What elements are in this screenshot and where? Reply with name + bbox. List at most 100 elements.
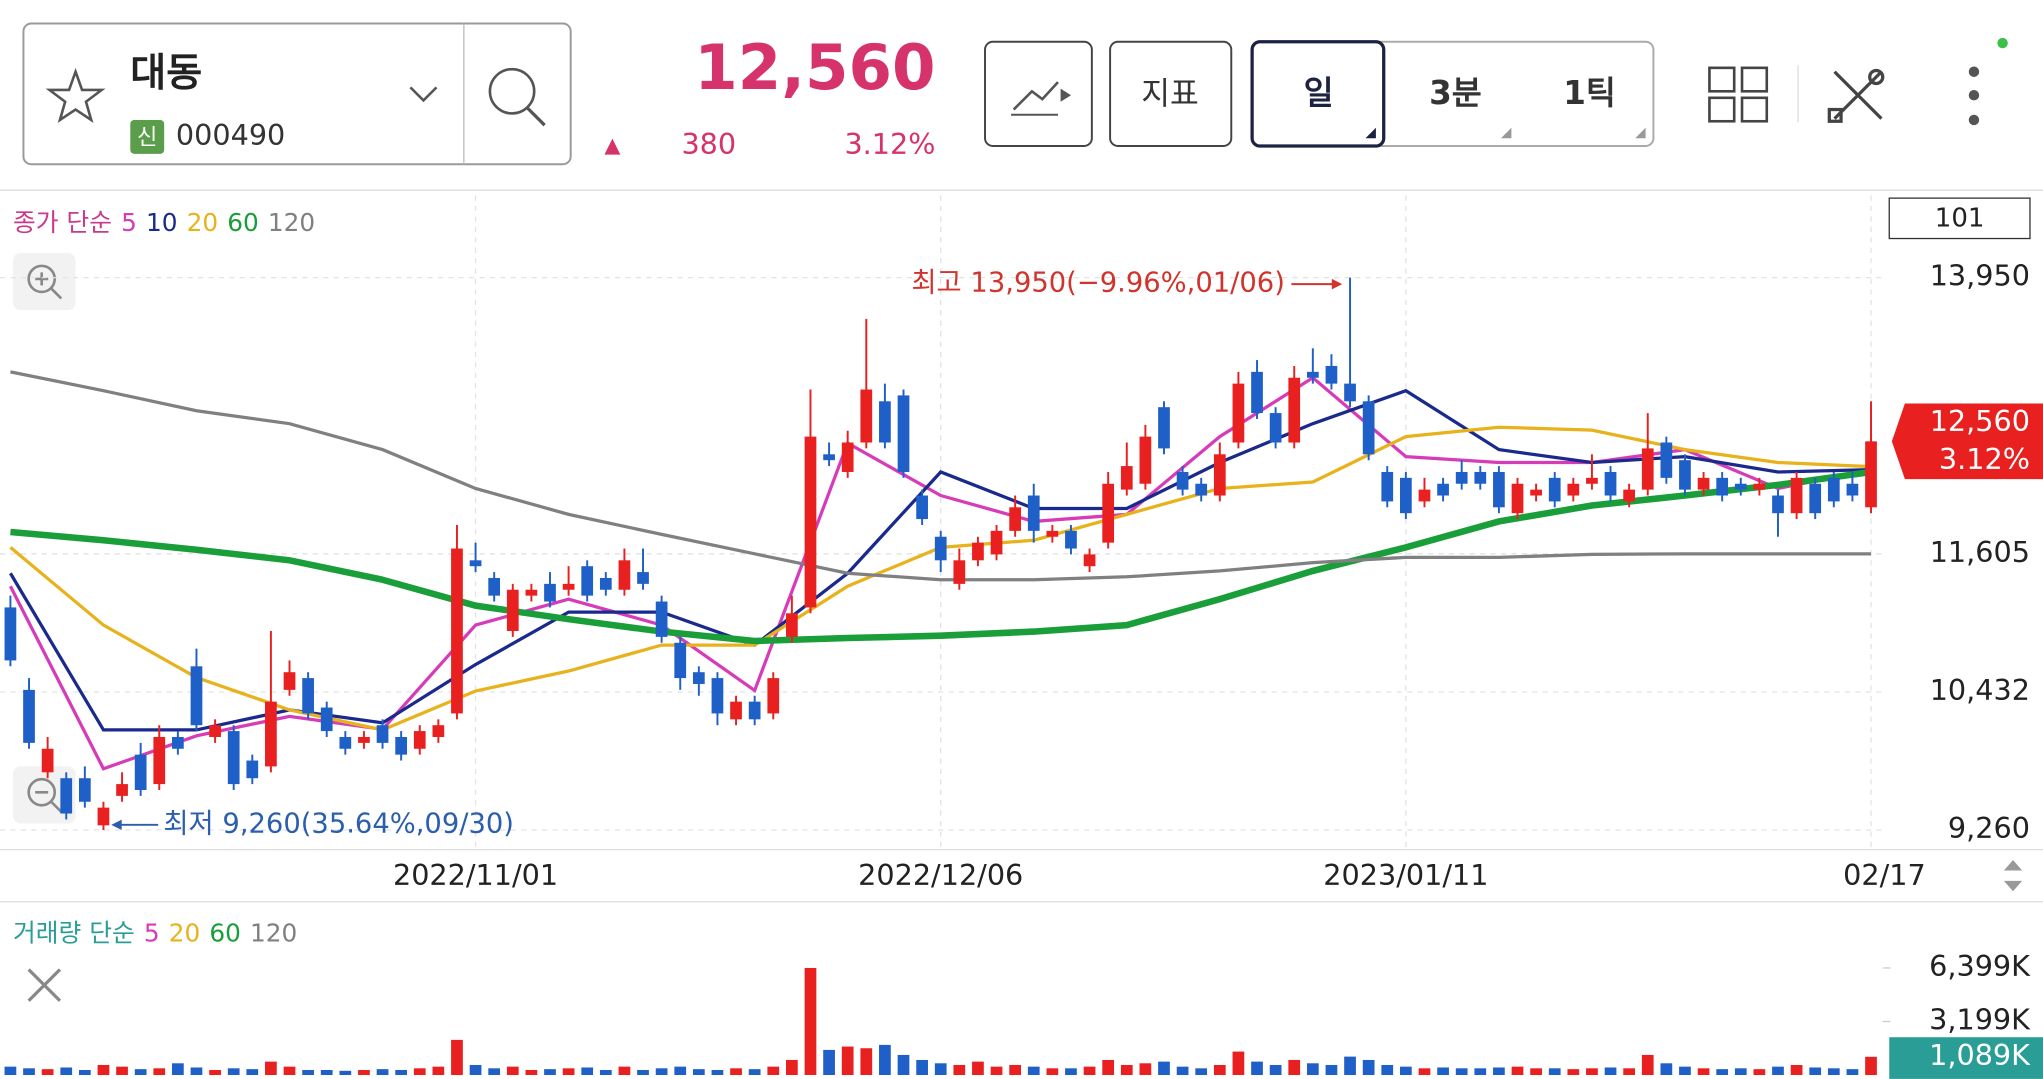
candle-body (1325, 365, 1338, 384)
last-volume-label: 1,089K (1929, 1038, 2031, 1072)
candle-body (1809, 483, 1822, 514)
corner-mark (1500, 127, 1512, 139)
volume-bar (23, 1068, 35, 1076)
candle-body (1623, 489, 1636, 502)
volume-bar (395, 1069, 408, 1076)
period-3min[interactable]: 3분 (1429, 74, 1482, 112)
candle-body (488, 577, 501, 596)
candle-body (432, 725, 445, 737)
chart-type-button[interactable] (984, 40, 1093, 147)
candle-body (1418, 489, 1431, 502)
scroll-up[interactable] (2003, 860, 2023, 871)
volume-bar (172, 1063, 184, 1076)
zoom-out[interactable] (27, 777, 57, 807)
volume-bar (1641, 1054, 1654, 1076)
candle-body (1046, 530, 1059, 537)
y-tick-label: 13,950 (1930, 259, 2030, 293)
candle-body (1790, 477, 1803, 514)
period-day[interactable]: 일 (1304, 74, 1334, 112)
price-change: 380 (681, 127, 736, 161)
candle-body (748, 701, 761, 720)
volume-bar (1548, 1068, 1561, 1076)
price-change-pct: 3.12% (844, 127, 935, 161)
candle-body (506, 589, 519, 631)
high-arrowhead (1331, 278, 1343, 290)
candle-body (1362, 401, 1375, 455)
volume-bar (506, 1066, 519, 1076)
more-menu[interactable] (1968, 66, 1980, 126)
zoom-in[interactable] (27, 264, 57, 294)
candle-body (1772, 495, 1784, 514)
candle-body (1604, 471, 1617, 496)
period-selected[interactable] (1250, 40, 1386, 148)
dropdown-chevron[interactable] (409, 86, 438, 103)
candle-body (767, 678, 780, 714)
volume-bar (1697, 1068, 1710, 1076)
candle-body (1158, 407, 1170, 449)
candle-body (1846, 483, 1859, 496)
volume-bar (283, 1066, 296, 1076)
candle-body (618, 560, 631, 590)
volume-bar (1455, 1068, 1468, 1076)
volume-bar (1232, 1051, 1245, 1076)
candle-body (581, 566, 594, 596)
scroll-down[interactable] (2003, 880, 2023, 892)
volume-bar (823, 1049, 835, 1076)
favorite-star[interactable] (45, 67, 106, 124)
volume-bar (748, 1069, 761, 1076)
volume-bar (190, 1067, 203, 1076)
volume-legend: 거래량 단순 5 20 60 120 (13, 918, 297, 947)
volume-bar (1027, 1066, 1040, 1076)
layout-icon[interactable] (1708, 66, 1769, 123)
legend-entry: 60 (227, 208, 258, 237)
candle-body (637, 572, 649, 584)
candle-body (674, 642, 687, 679)
volume-bar (209, 1069, 221, 1076)
volume-bar (1418, 1068, 1431, 1076)
volume-bar (897, 1054, 910, 1076)
volume-bar (860, 1048, 873, 1076)
period-1tick[interactable]: 1틱 (1563, 74, 1616, 112)
candle-body (1232, 383, 1245, 443)
candle-body (525, 589, 538, 596)
candle-body (823, 454, 835, 461)
candle-body (1716, 477, 1729, 496)
volume-bar (265, 1061, 277, 1076)
close-volume[interactable] (27, 968, 62, 1002)
chart-type-icon (1060, 88, 1072, 102)
volume-bar (41, 1069, 54, 1076)
candle-body (916, 495, 928, 520)
corner-mark (1365, 127, 1376, 139)
volume-bar (916, 1059, 928, 1076)
volume-bar (1790, 1064, 1803, 1076)
candle-body (60, 778, 73, 814)
search-icon[interactable] (488, 67, 536, 115)
volume-bar (1009, 1064, 1022, 1076)
volume-bar (1306, 1063, 1319, 1076)
moving-average (10, 370, 1872, 582)
candle-body (692, 672, 705, 684)
volume-bar (804, 967, 817, 1076)
indicator-label: 지표 (1141, 76, 1199, 112)
candle-body (265, 701, 277, 767)
last-price-label: 12,560 (1930, 404, 2030, 438)
zoom-in-bg[interactable] (13, 252, 76, 311)
candle-body (897, 395, 910, 472)
volume-bar (1288, 1059, 1301, 1076)
x-tick-label: 02/17 (1843, 858, 1926, 892)
candle-body (116, 784, 128, 796)
candle-body (4, 607, 17, 661)
indicator-button[interactable] (1109, 40, 1233, 147)
volume-bar (1102, 1059, 1115, 1076)
volume-bar (469, 1064, 482, 1076)
volume-bar (1362, 1059, 1375, 1076)
y-tick-label: 10,432 (1930, 673, 2030, 707)
candle-body (469, 560, 482, 567)
tools-icon[interactable] (1827, 68, 1885, 123)
stock-selector[interactable] (22, 22, 572, 166)
candle-body (562, 583, 575, 590)
volume-bar (692, 1069, 705, 1076)
candle-body (711, 678, 724, 714)
